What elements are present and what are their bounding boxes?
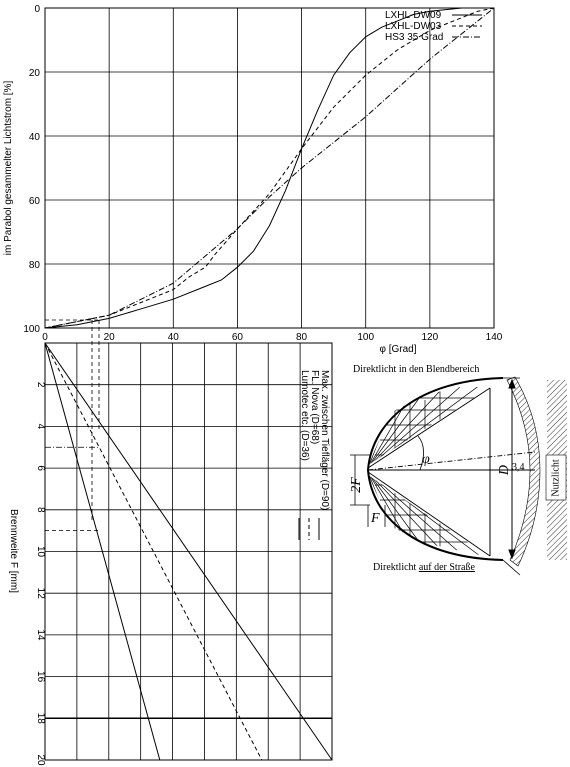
bottom-y-tick: 8 [35, 507, 46, 513]
top-series-lines [44, 7, 495, 329]
bottom-y-tick: 14 [35, 629, 46, 641]
top-x-tick: 80 [296, 332, 308, 343]
bottom-legend-label-2: Lumotec etc. (D=36) [299, 370, 310, 461]
parabola-outline [366, 377, 504, 561]
focal-length-chart: 2 4 6 8 10 12 14 16 18 20 Brennweite F [mm] Max. … [8, 342, 333, 766]
top-x-tick: 140 [486, 332, 503, 343]
top-y-tick: 100 [23, 324, 40, 335]
bottom-y-tick: 12 [35, 588, 46, 600]
bottom-series-1 [44, 342, 263, 761]
top-x-tick-labels: 0 20 40 60 80 100 120 140 [42, 332, 503, 343]
d-label: D [497, 465, 512, 476]
outer-arrows [502, 377, 521, 576]
bottom-y-tick: 16 [35, 671, 46, 683]
top-grid [45, 8, 494, 328]
bottom-legend-label-1: FL. Nova (D=68) [309, 370, 320, 444]
bottom-y-tick: 18 [35, 713, 46, 725]
phi-label: φ [422, 452, 430, 467]
parabola-diagram: D 3,4 φ 2F F Nutzlicht Direktlicht in de… [349, 364, 567, 576]
bottom-legend-label-0: Max. zwischen Tiefläger (D=90) [319, 370, 330, 510]
connector-lines [45, 319, 100, 520]
bottom-y-tick: 20 [35, 754, 46, 766]
legend-label-0: LXHL-DW09 [385, 10, 442, 21]
bottom-y-tick-labels: 2 4 6 8 10 12 14 16 18 20 [35, 382, 46, 766]
bottom-y-axis-label: Brennweite F [mm] [8, 509, 19, 593]
top-x-tick: 0 [42, 332, 48, 343]
angle-34-label: 3,4 [512, 462, 525, 473]
top-x-axis-label: φ [Grad] [379, 344, 416, 355]
legend-label-2: HS3 35 Grad [385, 32, 443, 43]
bottom-series-0 [44, 342, 333, 761]
f-label: F [370, 511, 380, 526]
strasse-label-underlined: auf der Straße [419, 562, 476, 573]
bottom-reference-lines [45, 446, 332, 720]
bottom-y-tick: 10 [35, 546, 46, 558]
blend-label: Direktlicht in den Blendbereich [353, 364, 479, 375]
focal-dimensions [350, 454, 386, 527]
top-y-tick: 80 [29, 260, 41, 271]
top-y-tick: 20 [29, 68, 41, 79]
bottom-y-tick: 6 [35, 465, 46, 471]
top-y-axis-label: im Parabol gesammelter Lichtstrom [%] [3, 81, 14, 256]
2f-label: 2F [349, 477, 364, 493]
top-y-tick-labels: 0 20 40 60 80 100 [23, 4, 40, 335]
top-y-tick: 40 [29, 132, 41, 143]
bottom-legend: Max. zwischen Tiefläger (D=90)FL. Nova (… [298, 370, 330, 540]
nutzlicht-label: Nutzlicht [550, 459, 561, 496]
strasse-label-prefix: Direktlicht [373, 562, 419, 573]
top-plot-frame [44, 7, 495, 329]
top-x-tick: 120 [422, 332, 439, 343]
bottom-series-2 [44, 342, 161, 761]
top-series-0 [44, 7, 462, 329]
bottom-series-lines [44, 342, 333, 761]
top-series-2 [44, 7, 495, 329]
bottom-y-tick: 4 [35, 424, 46, 430]
phi-arc [417, 435, 424, 471]
legend-label-1: LXHL-DW03 [385, 21, 442, 32]
strasse-label: Direktlicht auf der Straße [373, 562, 475, 573]
top-x-tick: 20 [104, 332, 116, 343]
top-x-tick: 40 [168, 332, 180, 343]
top-x-tick: 100 [357, 332, 374, 343]
top-y-tick: 0 [34, 4, 40, 15]
outer-hatch-band [506, 376, 541, 567]
focus-rays [367, 387, 536, 557]
light-flux-chart: 0 20 40 60 80 100 0 20 40 60 80 100 120 140 im Parab… [3, 4, 503, 355]
top-x-tick: 60 [232, 332, 244, 343]
nutzlicht-label-box [545, 454, 567, 501]
bottom-y-tick: 2 [35, 382, 46, 388]
top-series-1 [44, 7, 495, 329]
top-y-tick: 60 [29, 196, 41, 207]
